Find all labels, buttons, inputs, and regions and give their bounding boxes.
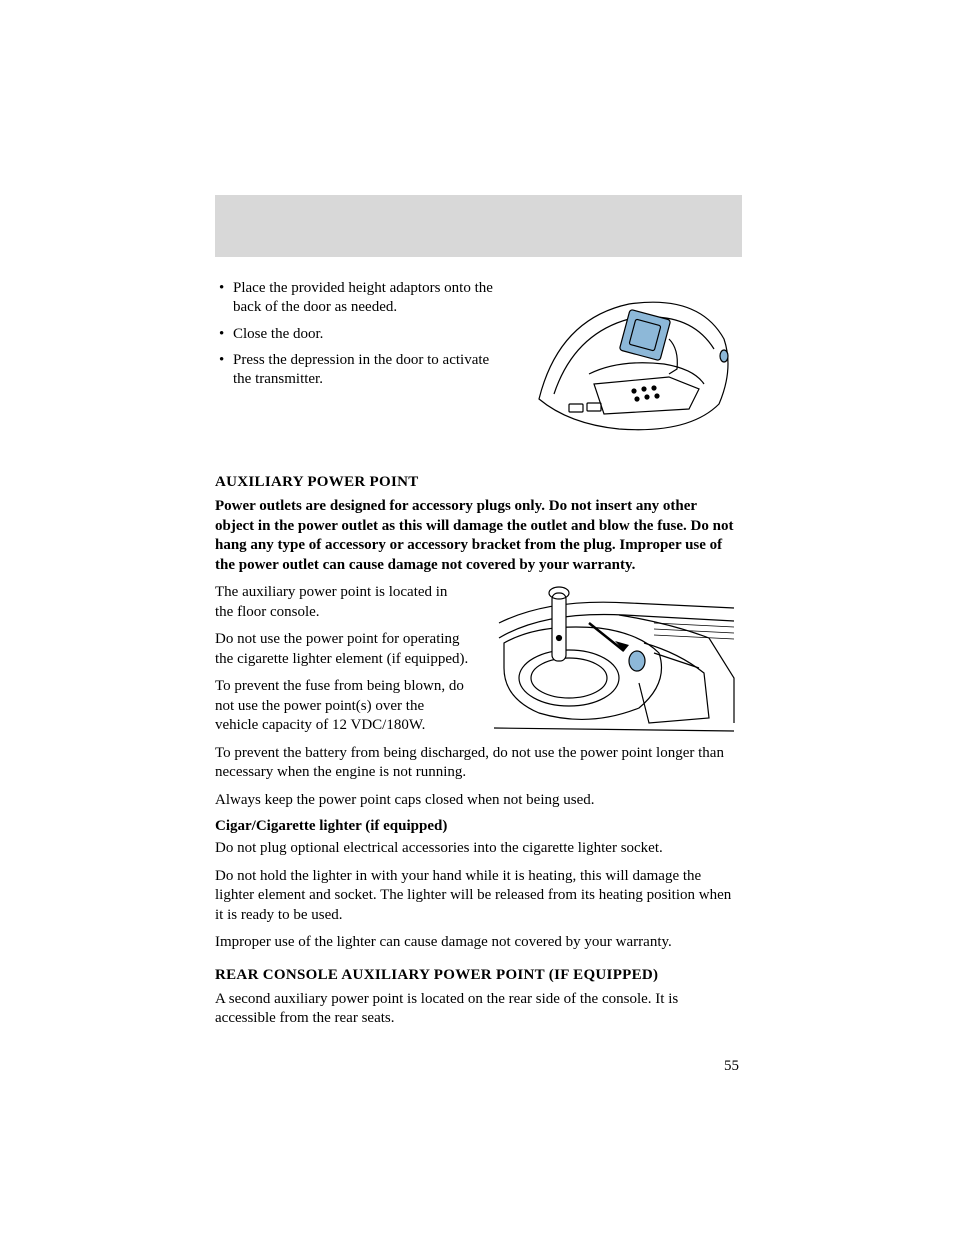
mid-text-column: The auxiliary power point is located in … xyxy=(215,583,469,744)
body-paragraph: Do not use the power point for operating… xyxy=(215,630,469,669)
list-item: Close the door. xyxy=(233,325,499,344)
section-heading-aux-power: AUXILIARY POWER POINT xyxy=(215,474,739,491)
list-item: Place the provided height adaptors onto … xyxy=(233,279,499,317)
top-section: Place the provided height adaptors onto … xyxy=(215,279,739,449)
document-page: Place the provided height adaptors onto … xyxy=(0,0,954,1029)
body-paragraph: A second auxiliary power point is locate… xyxy=(215,990,739,1029)
body-paragraph: The auxiliary power point is located in … xyxy=(215,583,469,622)
header-band xyxy=(215,195,742,257)
body-paragraph: Do not plug optional electrical accessor… xyxy=(215,839,739,859)
body-paragraph: Do not hold the lighter in with your han… xyxy=(215,867,739,926)
section-heading-rear: REAR CONSOLE AUXILIARY POWER POINT (IF E… xyxy=(215,967,739,984)
illustration-transmitter xyxy=(519,279,739,449)
list-item: Press the depression in the door to acti… xyxy=(233,351,499,389)
bullet-list-container: Place the provided height adaptors onto … xyxy=(215,279,499,449)
page-number: 55 xyxy=(724,1058,739,1075)
body-paragraph: To prevent the battery from being discha… xyxy=(215,744,739,783)
body-paragraph: To prevent the fuse from being blown, do… xyxy=(215,677,469,736)
body-paragraph: Improper use of the lighter can cause da… xyxy=(215,933,739,953)
sub-heading-cigar: Cigar/Cigarette lighter (if equipped) xyxy=(215,818,739,835)
mid-section: The auxiliary power point is located in … xyxy=(215,583,739,744)
body-paragraph: Always keep the power point caps closed … xyxy=(215,791,739,811)
instruction-list: Place the provided height adaptors onto … xyxy=(215,279,499,389)
illustration-console xyxy=(489,583,739,738)
warning-paragraph: Power outlets are designed for accessory… xyxy=(215,497,739,575)
